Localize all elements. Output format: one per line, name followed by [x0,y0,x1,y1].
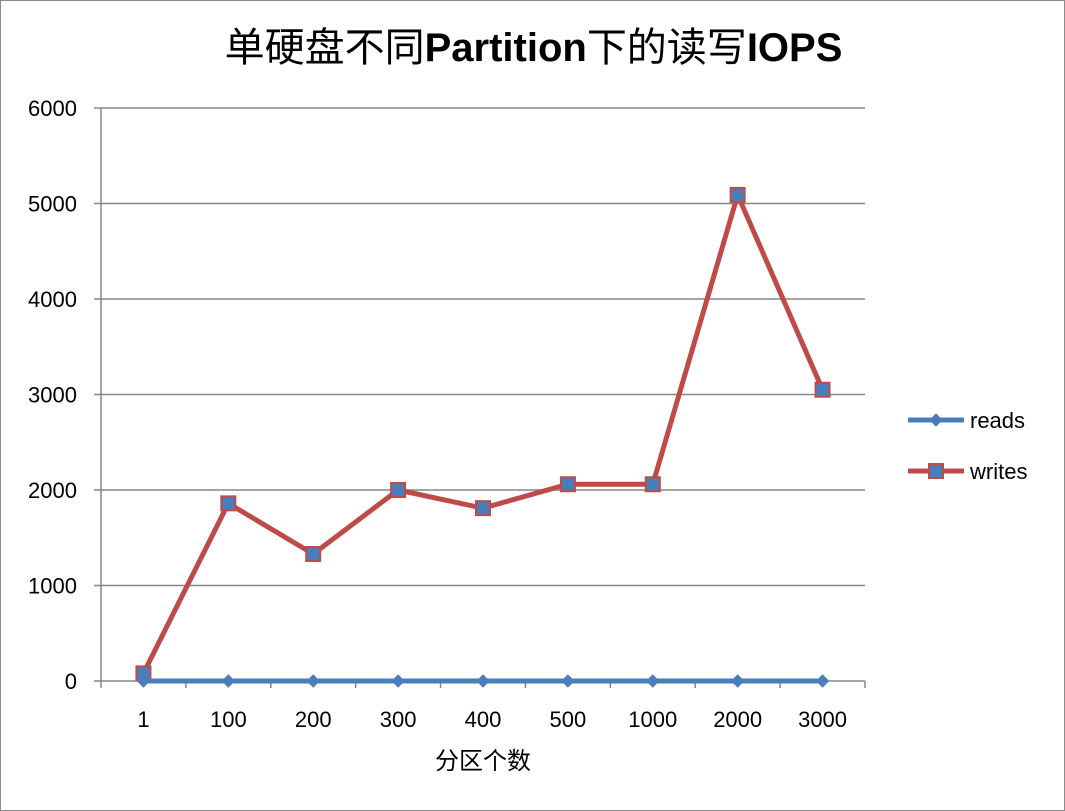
data-point-reads [221,674,236,688]
data-point-reads [561,674,575,688]
legend-item-reads: reads [908,408,1025,433]
y-tick-label: 5000 [28,192,77,217]
x-tick-label: 100 [210,707,247,732]
data-point-writes [220,495,237,512]
x-tick-label: 500 [550,707,587,732]
x-axis-label: 分区个数 [435,747,531,775]
x-tick-label: 300 [380,707,417,732]
y-tick-label: 4000 [28,287,77,312]
x-tick-label: 400 [465,707,502,732]
y-tick-label: 3000 [28,383,77,408]
x-tick-label: 2000 [713,707,762,732]
chart-title: 单硬盘不同Partition下的读写IOPS [1,15,1065,73]
data-point-reads [476,674,490,688]
data-point-writes [729,186,746,203]
y-tick-label: 0 [65,669,77,694]
y-tick-label: 6000 [28,96,77,121]
data-point-reads [136,674,151,688]
data-point-reads [391,674,405,688]
data-point-writes [305,545,322,562]
axes [94,107,866,688]
x-tick-label: 1000 [628,707,677,732]
chart-title-latin: Partition [424,26,587,70]
chart-title-latin2: IOPS [746,26,843,70]
x-tick-label: 1 [137,707,149,732]
gridlines [101,107,865,587]
data-point-writes [390,482,407,498]
legend-item-writes: writes [908,459,1027,484]
x-tick-label: 200 [295,707,332,732]
data-point-writes [475,500,491,517]
chart-title-cn-suffix: 下的读写 [586,25,747,71]
legend-marker-reads [929,413,943,427]
legend: reads writes [908,408,1027,484]
data-point-writes [559,476,576,493]
legend-label-reads: reads [970,408,1025,433]
y-axis-ticks: 0 1000 2000 3000 4000 5000 6000 [28,96,77,694]
series-reads [136,674,830,688]
series-line-writes [141,192,825,675]
legend-label-writes: writes [969,459,1027,484]
y-tick-label: 2000 [28,478,77,503]
x-axis-ticks: 1 100 200 300 400 500 1000 2000 3000 [137,707,847,732]
series-writes [135,186,831,682]
data-point-writes [644,476,661,493]
legend-marker-writes [928,463,944,479]
data-point-writes [814,381,831,398]
data-point-reads [730,674,745,688]
data-point-reads [646,674,660,688]
data-point-reads [815,674,830,688]
x-tick-label: 3000 [798,707,847,732]
chart-title-cn-prefix: 单硬盘不同 [224,25,425,71]
data-point-reads [306,674,320,688]
y-tick-label: 1000 [28,574,77,599]
series-layer [135,186,831,688]
